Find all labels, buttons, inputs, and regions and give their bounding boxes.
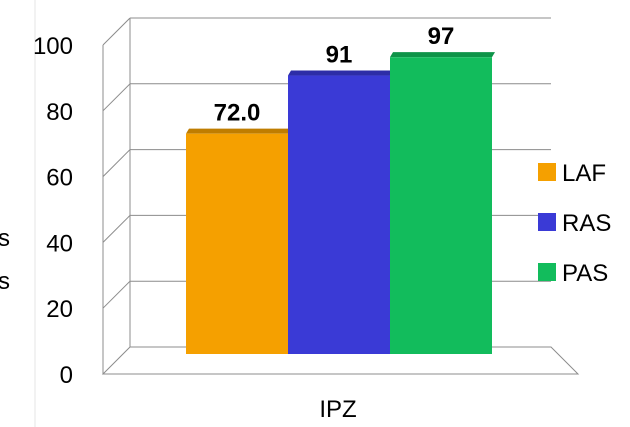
legend-label-ras: RAS bbox=[562, 210, 611, 237]
axes bbox=[101, 18, 580, 375]
floor-outline bbox=[101, 346, 580, 375]
legend-swatch-ras bbox=[538, 213, 556, 231]
gridline-side bbox=[102, 280, 131, 309]
data-label-ras: 91 bbox=[326, 42, 353, 69]
data-label-pas: 97 bbox=[428, 23, 455, 50]
y-tick-label: 40 bbox=[46, 230, 73, 257]
y-tick-label: 0 bbox=[60, 362, 73, 389]
x-category-label: IPZ bbox=[319, 396, 356, 423]
gridline-side bbox=[102, 83, 131, 112]
legend-swatch-pas bbox=[538, 263, 556, 281]
data-labels: 72.0 91 97 bbox=[214, 23, 455, 127]
category-labels: IPZ bbox=[319, 396, 356, 423]
legend-swatch-laf bbox=[538, 163, 556, 181]
cut-axis-label-glyph-2: s bbox=[0, 268, 10, 295]
cut-axis-label-glyph-1: s bbox=[0, 225, 10, 252]
bar-top-laf bbox=[186, 128, 291, 134]
data-label-laf: 72.0 bbox=[214, 100, 261, 127]
y-tick-label: 80 bbox=[46, 99, 73, 126]
y-tick-label: 100 bbox=[33, 33, 73, 60]
gridline-side bbox=[102, 215, 131, 243]
y-tick-labels: 0 20 40 60 80 100 bbox=[33, 33, 73, 389]
legend: LAF RAS PAS bbox=[538, 160, 611, 287]
gridline-side bbox=[102, 149, 131, 177]
bar-top-ras bbox=[288, 70, 393, 76]
gridline-side bbox=[102, 17, 131, 46]
bar-pas bbox=[390, 57, 492, 355]
y-tick-label: 20 bbox=[46, 296, 73, 323]
bar-top-pas bbox=[390, 52, 495, 58]
bar-ras bbox=[288, 75, 390, 354]
legend-label-pas: PAS bbox=[562, 260, 608, 287]
legend-label-laf: LAF bbox=[562, 160, 606, 187]
y-tick-label: 60 bbox=[46, 165, 73, 192]
bar-laf bbox=[186, 133, 288, 354]
bars bbox=[186, 52, 495, 355]
